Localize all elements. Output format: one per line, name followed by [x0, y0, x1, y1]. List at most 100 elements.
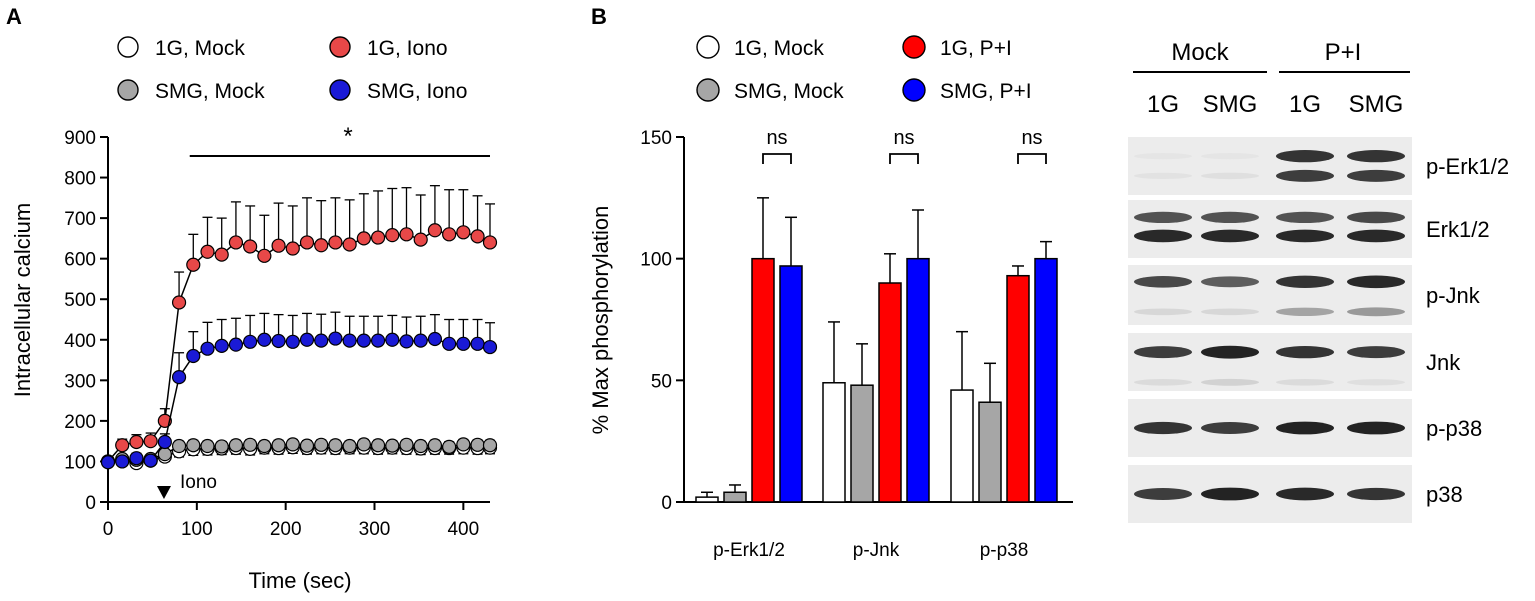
blot-lane-label: 1G [1147, 91, 1179, 118]
panel-b-y-tick-label: 0 [661, 493, 672, 514]
panel-b-category-label: p-Jnk [853, 540, 900, 561]
legend-label: SMG, Mock [155, 80, 265, 103]
panel-a-data-point [482, 438, 498, 453]
panel-a-data-point [456, 437, 471, 452]
panel-a-series-line-3 [107, 337, 491, 464]
blot-row-label: p-p38 [1426, 416, 1482, 441]
blot-band [1201, 378, 1259, 386]
panel-a-x-tick-label: 300 [359, 519, 391, 540]
blot-band [1201, 308, 1259, 316]
panel-a-data-point [200, 438, 215, 454]
panel-b-category-label: p-Erk1/2 [713, 540, 785, 561]
panel-a-data-point [470, 336, 485, 351]
blot-band [1276, 379, 1334, 386]
panel-a-data-point [356, 333, 371, 348]
blot-band [1347, 379, 1405, 386]
panel-a-data-point [356, 231, 371, 246]
panel-a-data-point [427, 331, 443, 347]
panel-a-data-point [157, 434, 172, 450]
blot-band [1276, 421, 1334, 435]
panel-a-data-point [482, 339, 498, 355]
panel-a-y-tick-label: 300 [64, 371, 96, 392]
blot-band [1134, 488, 1192, 500]
panel-b-legend: 1G, Mock 1G, P+I SMG, Mock SMG, P+I [696, 35, 1032, 103]
blot-band [1347, 229, 1405, 243]
panel-b-bar [850, 384, 874, 503]
panel-a-data-point [243, 239, 258, 254]
panel-a-data-point [143, 453, 158, 468]
blot-lane-label: SMG [1203, 91, 1258, 118]
legend-marker [329, 36, 351, 58]
panel-b-y-tick-label: 50 [651, 371, 672, 392]
blot-panel-1: Erk1/2 [1128, 200, 1490, 258]
legend-label: 1G, Mock [734, 37, 824, 60]
blot-band [1201, 422, 1259, 434]
panel-a-data-point [427, 223, 443, 238]
panel-a-data-point [100, 455, 116, 470]
panel-a-data-point [214, 247, 229, 262]
blot-group-stim: P+I [1325, 39, 1362, 66]
panel-b-ns-bracket [889, 153, 919, 164]
panel-b-bar [779, 265, 803, 503]
panel-a-data-point [314, 437, 329, 452]
panel-a-data-point [314, 333, 329, 348]
panel-a-stimulus-arrow [156, 486, 171, 499]
legend-marker [329, 79, 351, 101]
panel-a-y-tick-label: 600 [64, 250, 96, 271]
panel-a-significance-star: * [343, 123, 352, 150]
blot-band [1134, 211, 1192, 224]
panel-a-data-point [129, 434, 144, 450]
panel-b-bar [695, 496, 719, 503]
panel-a-data-point [442, 439, 457, 454]
panel-b-ns-label: ns [766, 127, 787, 149]
panel-a-data-point [214, 338, 229, 353]
panel-a-data-point [299, 438, 315, 453]
blot-band [1201, 211, 1259, 224]
blot-band [1347, 169, 1405, 182]
panel-a-data-point [285, 334, 300, 349]
blot-row-label: p38 [1426, 482, 1463, 507]
panel-b-y-tick-label: 100 [640, 250, 672, 271]
panel-a-y-tick-label: 700 [64, 209, 96, 230]
panel-a-data-point [228, 438, 244, 453]
panel-a-x-tick-label: 200 [270, 519, 302, 540]
panel-a-data-point [257, 248, 272, 263]
panel-a-data-point [413, 333, 428, 348]
blot-panel-5: p38 [1128, 465, 1463, 523]
panel-a-data-point [385, 438, 400, 453]
legend-label: 1G, Mock [155, 37, 245, 60]
panel-b-ns-label: ns [893, 127, 914, 149]
panel-a-y-tick-label: 100 [64, 452, 96, 473]
panel-a-data-point [243, 437, 258, 452]
blot-band [1201, 487, 1259, 501]
panel-a-data-point [342, 333, 357, 348]
legend-marker [696, 35, 720, 59]
blot-band [1134, 153, 1192, 160]
blot-band [1201, 345, 1259, 359]
blot-row-label: Jnk [1426, 350, 1461, 375]
blot-panel-3: Jnk [1128, 333, 1461, 391]
panel-a-data-point [328, 235, 343, 250]
blot-row-label: p-Erk1/2 [1426, 154, 1509, 179]
legend-label: 1G, Iono [367, 37, 448, 60]
blot-group-mock: Mock [1171, 39, 1229, 66]
panel-a-data-point [271, 333, 286, 349]
blot-band [1201, 229, 1259, 243]
panel-a-data-point [186, 438, 201, 453]
blot-band [1201, 153, 1259, 160]
blot-panel-4: p-p38 [1128, 399, 1482, 457]
panel-a-data-point [143, 434, 158, 449]
panel-a-data-point [413, 438, 428, 454]
panel-a-letter: A [6, 4, 22, 29]
panel-b-bar [822, 382, 846, 503]
panel-b-bar [1006, 274, 1030, 503]
blot-panel-0: p-Erk1/2 [1128, 137, 1509, 195]
panel-a-y-tick-label: 800 [64, 169, 96, 190]
panel-a-data-point [442, 336, 457, 351]
blot-band [1276, 211, 1334, 224]
panel-a-data-point [314, 238, 329, 253]
panel-a-data-point [399, 227, 414, 242]
blot-band [1347, 346, 1405, 359]
blot-band [1276, 229, 1334, 243]
panel-a-y-tick-label: 500 [64, 290, 96, 311]
